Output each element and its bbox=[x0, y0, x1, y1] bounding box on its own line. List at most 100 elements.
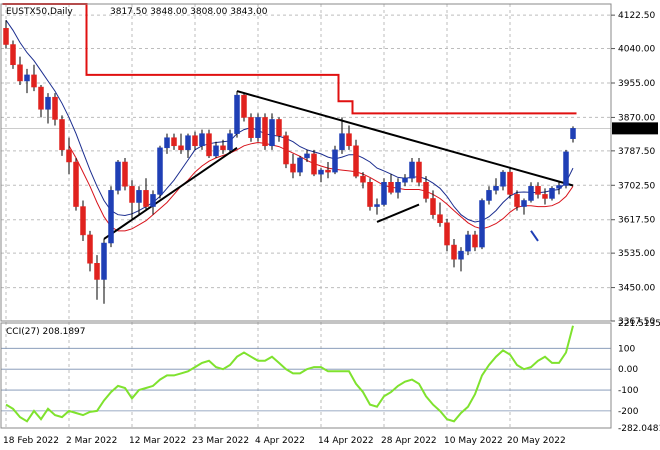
bear-candle bbox=[367, 181, 373, 207]
bear-candle bbox=[129, 186, 135, 203]
bear-candle bbox=[444, 222, 450, 246]
bull-candle bbox=[409, 161, 415, 179]
bull-candle bbox=[45, 96, 51, 110]
cci-tick-label: 0.00 bbox=[618, 365, 638, 375]
bull-candle bbox=[199, 133, 205, 147]
bear-candle bbox=[451, 244, 457, 260]
bull-candle bbox=[136, 190, 142, 203]
symbol-label: EUSTX50,Daily bbox=[6, 7, 73, 17]
bear-candle bbox=[430, 198, 436, 215]
price-tick-label: 3955.00 bbox=[618, 79, 655, 89]
bull-candle bbox=[227, 133, 233, 151]
bear-candle bbox=[38, 86, 44, 110]
bear-candle bbox=[507, 171, 513, 195]
bear-candle bbox=[178, 145, 184, 151]
price-axis: 4122.50 4040.00 3955.00 3870.00 3787.50 3702.… bbox=[611, 11, 658, 327]
date-tick-label: 2 Mar 2022 bbox=[66, 436, 117, 446]
trendline bbox=[103, 146, 238, 240]
bear-candle bbox=[423, 181, 429, 199]
bull-candle bbox=[486, 190, 492, 201]
date-tick-label: 23 Mar 2022 bbox=[192, 436, 249, 446]
bear-candle bbox=[10, 44, 16, 66]
bear-candle bbox=[283, 135, 289, 165]
stop-line bbox=[2, 3, 577, 115]
bull-candle bbox=[493, 186, 499, 191]
bear-candle bbox=[437, 214, 443, 224]
bull-candle bbox=[479, 200, 485, 248]
bull-candle bbox=[332, 149, 338, 173]
bull-candle bbox=[150, 194, 156, 207]
cci-line bbox=[5, 325, 574, 423]
trendline bbox=[376, 203, 420, 223]
bear-candle bbox=[66, 149, 72, 163]
bear-candle bbox=[3, 28, 9, 45]
bull-candle bbox=[458, 250, 464, 260]
bull-candle bbox=[304, 153, 310, 159]
bull-candle bbox=[164, 137, 170, 149]
date-tick-label: 20 May 2022 bbox=[507, 436, 566, 446]
bull-candle bbox=[213, 145, 219, 157]
bear-candle bbox=[94, 263, 100, 280]
bear-candle bbox=[143, 190, 149, 207]
date-tick-label: 14 Apr 2022 bbox=[318, 436, 374, 446]
bear-candle bbox=[52, 96, 58, 120]
ohlc-label: 3817.50 3848.00 3808.00 3843.00 bbox=[110, 7, 268, 17]
bear-candle bbox=[220, 145, 226, 151]
cci-tick-label: -100 bbox=[618, 386, 639, 396]
bear-candle bbox=[346, 133, 352, 147]
bull-candle bbox=[297, 157, 303, 173]
bull-candle bbox=[521, 200, 527, 207]
bear-candle bbox=[59, 119, 65, 151]
bull-candle bbox=[570, 128, 576, 139]
bear-candle bbox=[276, 119, 282, 136]
cci-pane-frame bbox=[0, 322, 612, 429]
bull-candle bbox=[24, 74, 30, 82]
trendline bbox=[530, 230, 539, 242]
date-tick-label: 4 Apr 2022 bbox=[255, 436, 305, 446]
bear-candle bbox=[87, 234, 93, 264]
price-tick-label: 3367.50 bbox=[618, 317, 655, 327]
bear-candle bbox=[542, 194, 548, 199]
bull-candle bbox=[528, 186, 534, 201]
bull-candle bbox=[556, 185, 562, 189]
bull-candle bbox=[115, 161, 121, 191]
cci-tick-label: -200 bbox=[618, 407, 639, 417]
bear-candle bbox=[472, 234, 478, 248]
bull-candle bbox=[339, 133, 345, 151]
bear-candle bbox=[311, 153, 317, 175]
bear-candle bbox=[17, 64, 23, 82]
bear-candle bbox=[360, 175, 366, 183]
bull-candle bbox=[549, 188, 555, 199]
date-axis: 18 Feb 2022 2 Mar 2022 12 Mar 2022 23 Mar 2… bbox=[3, 436, 566, 446]
bull-candle bbox=[374, 204, 380, 207]
bull-candle bbox=[185, 135, 191, 151]
bear-candle bbox=[325, 169, 331, 173]
bear-candle bbox=[388, 181, 394, 193]
bear-candle bbox=[416, 161, 422, 183]
price-tick-label: 3702.50 bbox=[618, 181, 655, 191]
cci-label: CCI(27) 208.1897 bbox=[6, 327, 86, 337]
bull-candle bbox=[402, 177, 408, 183]
bear-candle bbox=[262, 117, 268, 147]
bull-candle bbox=[101, 242, 107, 280]
cci-axis: 221.5135 100 0.00 -100 -200 -282.0481 bbox=[618, 319, 660, 434]
bear-candle bbox=[122, 161, 128, 187]
bear-candle bbox=[241, 94, 247, 118]
cci-tick-label: 221.5135 bbox=[618, 319, 660, 329]
bull-candle bbox=[465, 234, 471, 252]
bull-candle bbox=[500, 171, 506, 187]
bear-candle bbox=[73, 161, 79, 207]
current-price-badge bbox=[612, 122, 658, 135]
bear-candle bbox=[31, 74, 37, 88]
trendline bbox=[236, 90, 574, 187]
date-tick-label: 28 Apr 2022 bbox=[381, 436, 437, 446]
date-tick-label: 18 Feb 2022 bbox=[3, 436, 59, 446]
bear-candle bbox=[535, 186, 541, 195]
bull-candle bbox=[255, 117, 261, 138]
bear-candle bbox=[206, 133, 212, 157]
bear-candle bbox=[514, 194, 520, 207]
bull-candle bbox=[563, 151, 569, 186]
bull-candle bbox=[157, 147, 163, 195]
